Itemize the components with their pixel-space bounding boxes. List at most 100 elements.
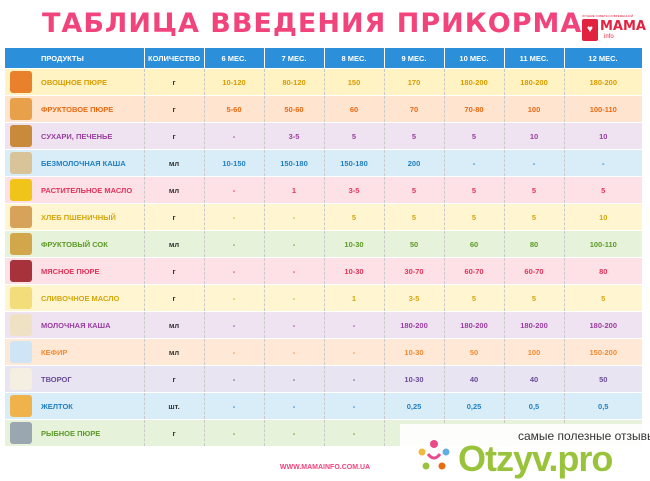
value-cell: 0,25 (444, 392, 505, 420)
value-cell: - (204, 230, 265, 258)
otzyv-tagline: самые полезные отзывы (518, 429, 650, 443)
value-cell: 10 (504, 122, 565, 150)
unit-cell: мл (144, 176, 205, 204)
value-cell: - (324, 365, 385, 393)
value-cell: - (204, 257, 265, 285)
header-7m: 7 МЕС. (264, 48, 325, 69)
product-image-cell (5, 311, 36, 339)
value-cell: 10-120 (204, 68, 265, 96)
unit-cell: мл (144, 311, 205, 339)
value-cell: - (264, 203, 325, 231)
product-name: МЯСНОЕ ПЮРЕ (36, 257, 145, 285)
value-cell: 60 (444, 230, 505, 258)
table-row: ТВОРОГ г - - -10-30 40 40 50 (5, 365, 643, 393)
product-name: БЕЗМОЛОЧНАЯ КАША (36, 149, 145, 177)
value-cell: 3-5 (264, 122, 325, 150)
value-cell: 3-5 (384, 284, 445, 312)
value-cell: 5 (324, 203, 385, 231)
value-cell: 3-5 (324, 176, 385, 204)
value-cell: 180-200 (564, 68, 643, 96)
table-row: ФРУКТОВЫЙ СОК мл - -10-30 50 60 80 100-110 (5, 230, 643, 258)
value-cell: 70 (384, 95, 445, 123)
otzyv-watermark: самые полезные отзывы Otzyv.pro (400, 424, 650, 480)
value-cell: 5 (384, 176, 445, 204)
value-cell: 5 (564, 284, 643, 312)
table-header-row: ПРОДУКТЫ КОЛИЧЕСТВО 6 МЕС. 7 МЕС. 8 МЕС.… (5, 48, 643, 69)
product-photo-icon (9, 422, 32, 444)
header-9m: 9 МЕС. (384, 48, 445, 69)
product-name: ФРУКТОВОЕ ПЮРЕ (36, 95, 145, 123)
product-photo-icon (9, 152, 32, 174)
value-cell: - (264, 311, 325, 339)
value-cell: 5 (324, 122, 385, 150)
header-8m: 8 МЕС. (324, 48, 385, 69)
product-name: МОЛОЧНАЯ КАША (36, 311, 145, 339)
value-cell: 150-180 (324, 149, 385, 177)
table-row: СУХАРИ, ПЕЧЕНЬЕ г -3-5 5 5 5 10 10 (5, 122, 643, 150)
value-cell: - (324, 311, 385, 339)
value-cell: - (264, 338, 325, 366)
product-name: ФРУКТОВЫЙ СОК (36, 230, 145, 258)
value-cell: 0,5 (504, 392, 565, 420)
product-image-cell (5, 203, 36, 231)
header-10m: 10 МЕС. (444, 48, 505, 69)
value-cell: - (204, 392, 265, 420)
product-photo-icon (9, 287, 32, 309)
value-cell: 5 (504, 203, 565, 231)
value-cell: 100 (504, 338, 565, 366)
product-name: РАСТИТЕЛЬНОЕ МАСЛО (36, 176, 145, 204)
table-row: ХЛЕБ ПШЕНИЧНЫЙ г - -5 5 5 5 10 (5, 203, 643, 231)
value-cell: 5 (564, 176, 643, 204)
table-row: ФРУКТОВОЕ ПЮРЕ г 5-60 50-60 60 70 70-80 100 100-… (5, 95, 643, 123)
value-cell: 180-200 (444, 68, 505, 96)
product-image-cell (5, 365, 36, 393)
unit-cell: г (144, 419, 205, 446)
value-cell: 5 (504, 176, 565, 204)
value-cell: 180-200 (504, 68, 565, 96)
value-cell: 10 (564, 203, 643, 231)
unit-cell: мл (144, 230, 205, 258)
value-cell: - (204, 284, 265, 312)
value-cell: - (444, 149, 505, 177)
product-image-cell (5, 95, 36, 123)
value-cell: 180-200 (564, 311, 643, 339)
product-name: ТВОРОГ (36, 365, 145, 393)
value-cell: 80 (504, 230, 565, 258)
value-cell: 180-200 (384, 311, 445, 339)
value-cell: 10-30 (384, 365, 445, 393)
product-image-cell (5, 68, 36, 96)
value-cell: - (204, 311, 265, 339)
table-row: БЕЗМОЛОЧНАЯ КАША мл 10-150 150-180 150-180 20… (5, 149, 643, 177)
unit-cell: г (144, 203, 205, 231)
value-cell: - (204, 203, 265, 231)
value-cell: 180-200 (444, 311, 505, 339)
value-cell: 5 (444, 176, 505, 204)
value-cell: - (264, 419, 325, 446)
unit-cell: г (144, 95, 205, 123)
value-cell: 5 (504, 284, 565, 312)
product-name: РЫБНОЕ ПЮРЕ (36, 419, 145, 446)
value-cell: 80 (564, 257, 643, 285)
product-image-cell (5, 122, 36, 150)
value-cell: 0,25 (384, 392, 445, 420)
value-cell: 50-60 (264, 95, 325, 123)
unit-cell: мл (144, 149, 205, 177)
value-cell: 60-70 (444, 257, 505, 285)
unit-cell: г (144, 365, 205, 393)
product-photo-icon (9, 206, 32, 228)
table-row: МОЛОЧНАЯ КАША мл - - -180-200 180-200 180-200 1… (5, 311, 643, 339)
value-cell: 100 (504, 95, 565, 123)
value-cell: 50 (384, 230, 445, 258)
value-cell: - (264, 365, 325, 393)
header-products: ПРОДУКТЫ (5, 48, 145, 69)
value-cell: - (264, 257, 325, 285)
value-cell: 5 (384, 203, 445, 231)
value-cell: 1 (264, 176, 325, 204)
product-image-cell (5, 419, 36, 446)
product-photo-icon (9, 368, 32, 390)
footer-url: WWW.MAMAINFO.COM.UA (279, 464, 371, 471)
header-quantity: КОЛИЧЕСТВО (144, 48, 205, 69)
value-cell: 0,5 (564, 392, 643, 420)
value-cell: - (564, 149, 643, 177)
page-title: ТАБЛИЦА ВВЕДЕНИЯ ПРИКОРМА (42, 8, 583, 39)
